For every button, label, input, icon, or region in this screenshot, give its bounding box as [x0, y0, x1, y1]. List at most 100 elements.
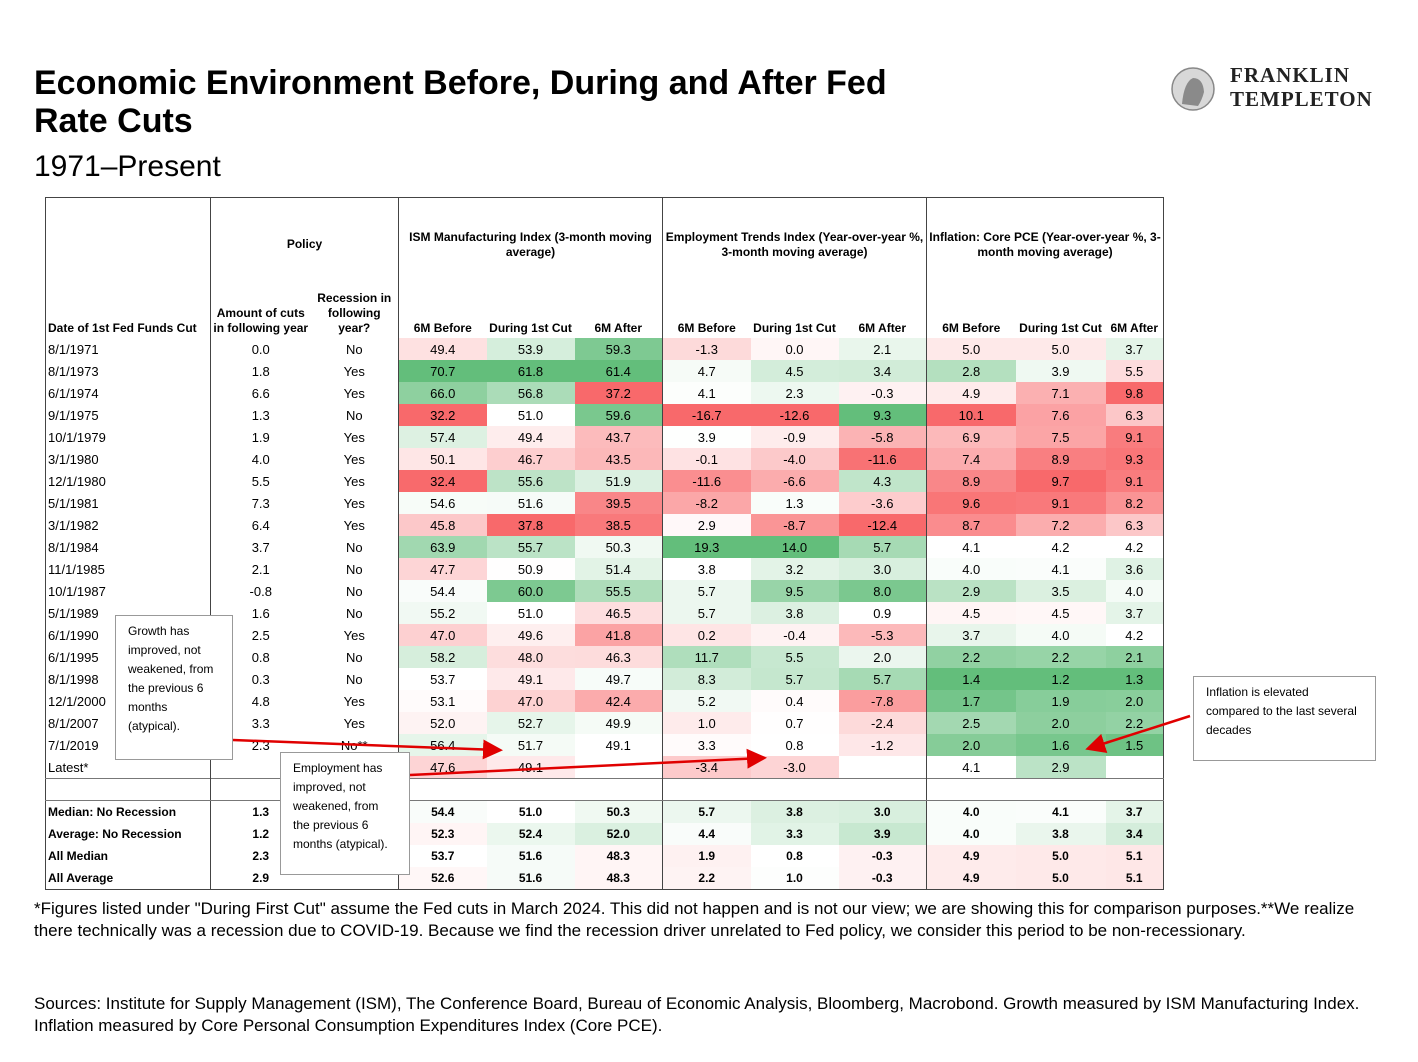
cell: 49.6 [486, 624, 575, 646]
cell: Yes [343, 363, 365, 379]
cell: 8/1/1998 [48, 671, 99, 687]
cell: 49.1 [486, 756, 575, 779]
cell: 49.7 [574, 668, 663, 690]
logo-text: FRANKLIN [1230, 64, 1350, 87]
group-header: Policy [210, 197, 399, 291]
cell: 2.1 [1105, 646, 1164, 668]
cell: 9.1 [1105, 470, 1164, 492]
cell: 41.8 [574, 624, 663, 646]
cell: 50.3 [574, 800, 663, 823]
cell: Latest* [48, 759, 89, 775]
cell: 8.2 [1105, 492, 1164, 514]
cell: 5.0 [1015, 867, 1106, 890]
cell: No [345, 539, 363, 555]
cell: 2.9 [662, 514, 751, 536]
group-header: Inflation: Core PCE (Year-over-year %, 3… [926, 197, 1164, 291]
annotation: Growth has improved, not weakened, from … [115, 615, 233, 760]
cell: No [345, 341, 363, 357]
cell: Yes [343, 715, 365, 731]
cell: No [345, 605, 363, 621]
group-header: Employment Trends Index (Year-over-year … [662, 197, 927, 291]
cell: 7.3 [210, 492, 311, 514]
column-header: During 1st Cut [1019, 321, 1102, 335]
cell: 1.9 [1015, 690, 1106, 712]
cell: All Median [48, 849, 109, 863]
cell: 4.1 [662, 382, 751, 404]
cell: 2.1 [210, 558, 311, 580]
cell: 0.8 [750, 734, 839, 756]
column-header: 6M Before [662, 291, 751, 338]
cell: 1.7 [926, 690, 1016, 712]
table-row: 7/1/20192.3No**56.451.749.13.30.8-1.22.0… [46, 734, 1164, 756]
cell: 8/1/2007 [48, 715, 99, 731]
cell: 3.0 [838, 800, 927, 823]
cell: 11.7 [662, 646, 751, 668]
cell: 2.0 [838, 646, 927, 668]
cell: 53.7 [398, 668, 487, 690]
cell: 2.5 [926, 712, 1016, 734]
cell: 58.2 [398, 646, 487, 668]
cell: 4.9 [926, 382, 1016, 404]
cell: 7.1 [1015, 382, 1106, 404]
cell: 4.0 [210, 448, 311, 470]
arrow [1085, 714, 1191, 753]
cell: 3.2 [750, 558, 839, 580]
cell: Yes [343, 495, 365, 511]
cell: 57.4 [398, 426, 487, 448]
cell: 52.0 [574, 823, 663, 845]
cell: -4.0 [750, 448, 839, 470]
cell: 48.0 [486, 646, 575, 668]
data-table: Policy ISM Manufacturing Index (3-month m… [45, 197, 1164, 890]
cell [926, 778, 1016, 801]
table-row: 3/1/1980 4.0 Yes 50.1 46.7 43.5 -0.1 -4.0 -11.6 7… [46, 448, 1164, 470]
cell: 70.7 [398, 360, 487, 382]
cell: 60.0 [486, 580, 575, 602]
cell: 4.0 [926, 823, 1016, 845]
cell: 51.7 [486, 734, 575, 756]
cell [45, 778, 211, 801]
cell: 3.5 [1015, 580, 1106, 602]
cell: 61.4 [574, 360, 663, 382]
table-row: Median: No Recession 1.3 54.4 51.0 50.3 5.7 3.… [46, 800, 1164, 823]
cell: 1.4 [926, 668, 1016, 690]
cell: 5.7 [662, 602, 751, 624]
annotation: Inflation is elevated compared to the la… [1193, 676, 1376, 761]
cell: -0.4 [750, 624, 839, 646]
cell: No [345, 583, 363, 599]
cell: 51.0 [486, 800, 575, 823]
cell: 5.1 [1105, 845, 1164, 867]
cell: 49.9 [574, 712, 663, 734]
cell: 11/1/1985 [48, 561, 105, 577]
cell: 1.9 [210, 426, 311, 448]
table-row: Average: No Recession 1.2 52.3 52.4 52.0 4.4 3… [46, 823, 1164, 845]
cell: 3.7 [210, 536, 311, 558]
cell: 5.0 [1015, 845, 1106, 867]
cell: 53.7 [398, 845, 487, 867]
cell: 5/1/1989 [48, 605, 99, 621]
table-row: 6/1/1990 2.5 Yes 47.0 49.6 41.8 0.2 -0.4 -5.3 3.7… [46, 624, 1164, 646]
cell [838, 778, 927, 801]
cell: -2.4 [838, 712, 927, 734]
cell: 4.1 [926, 536, 1016, 558]
cell: 1.3 [210, 404, 311, 426]
cell: 51.4 [574, 558, 663, 580]
cell: 53.9 [486, 338, 575, 360]
column-header: During 1st Cut [753, 321, 836, 335]
cell: 49.1 [574, 734, 663, 756]
cell: 32.4 [398, 470, 487, 492]
cell: 52.3 [398, 823, 487, 845]
cell: 6/1/1990 [48, 627, 99, 643]
table-row: 10/1/1979 1.9 Yes 57.4 49.4 43.7 3.9 -0.9 -5.8 6.… [46, 426, 1164, 448]
cell: 51.0 [486, 404, 575, 426]
table-row: 9/1/1975 1.3 No 32.2 51.0 59.6 -16.7 -12.6 9.3 10… [46, 404, 1164, 426]
subtitle: 1971–Present [34, 150, 221, 183]
cell: 4.9 [926, 845, 1016, 867]
cell: 7.4 [926, 448, 1016, 470]
cell: 1.6 [210, 602, 311, 624]
cell: 3.8 [1015, 823, 1106, 845]
cell: 43.5 [574, 448, 663, 470]
cell: 1.0 [750, 867, 839, 890]
cell: 51.9 [574, 470, 663, 492]
cell: 49.4 [486, 426, 575, 448]
